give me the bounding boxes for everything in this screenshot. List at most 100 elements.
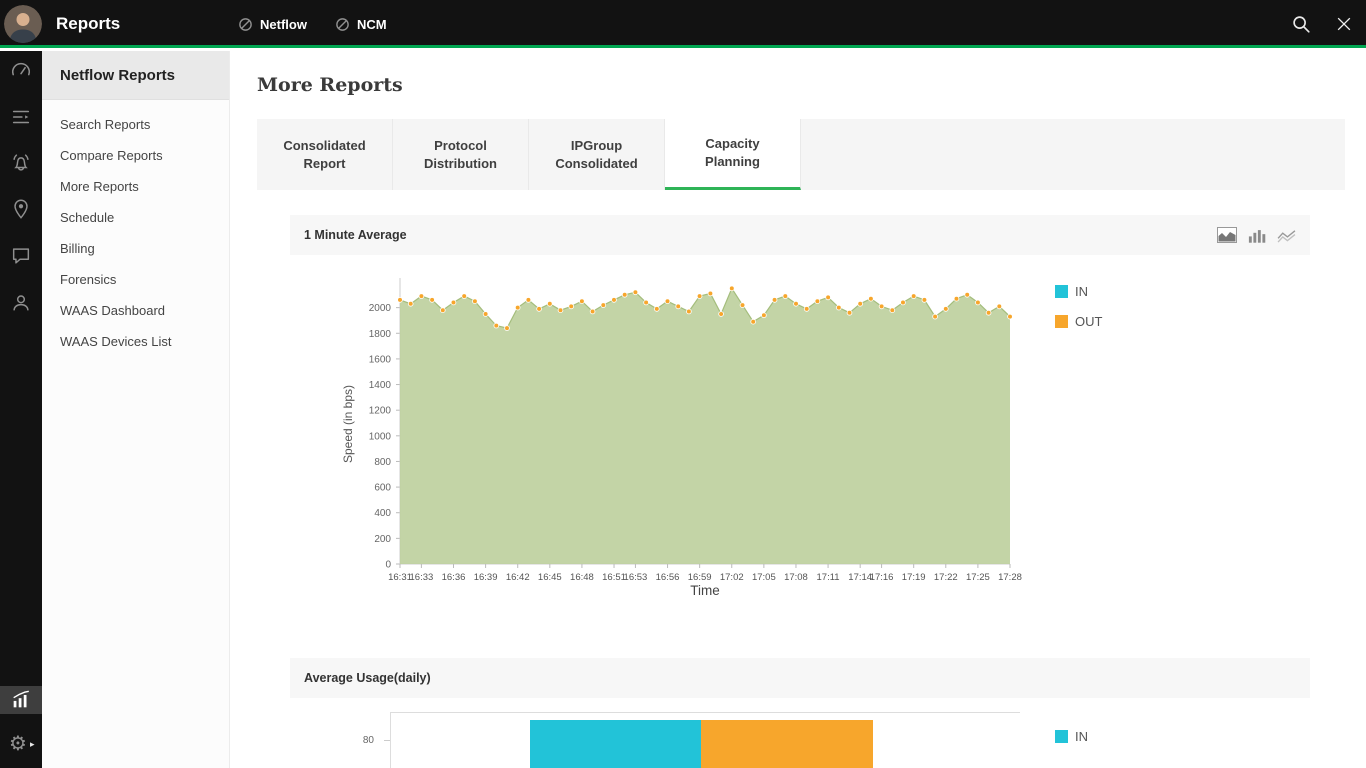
svg-text:800: 800 <box>374 457 391 468</box>
tab-ipgroup-consolidated[interactable]: IPGroup Consolidated <box>529 119 665 190</box>
chat-icon[interactable] <box>10 245 32 267</box>
bar-segment-out <box>701 720 873 768</box>
user-avatar[interactable] <box>4 5 42 43</box>
sidebar-item-more-reports[interactable]: More Reports <box>60 179 139 194</box>
svg-text:16:42: 16:42 <box>506 572 530 583</box>
topbar-actions <box>1290 0 1354 48</box>
svg-text:17:25: 17:25 <box>966 572 990 583</box>
icon-rail: ⚙ ▸ <box>0 51 42 768</box>
topbar-tab-ncm-label: NCM <box>356 16 387 32</box>
sidebar: Netflow Reports Search Reports Compare R… <box>42 51 230 768</box>
bar-chart-axis-line <box>390 712 1020 713</box>
settings-gear-icon[interactable]: ⚙ <box>9 731 27 755</box>
legend-label-in: IN <box>1075 284 1088 299</box>
tab-capacity-planning[interactable]: Capacity Planning <box>665 119 801 190</box>
x-axis-label: Time <box>690 583 720 598</box>
bar-chart-ytick-80: 80 <box>362 735 374 746</box>
bar-chart-y-axis-line <box>390 712 391 768</box>
legend-swatch-in <box>1055 285 1068 298</box>
svg-text:16:53: 16:53 <box>624 572 648 583</box>
sidebar-item-waas-devices-list[interactable]: WAAS Devices List <box>60 334 172 349</box>
analytics-chart-icon[interactable] <box>0 686 42 714</box>
minute-average-area-chart: Speed (in bps) Time 0 200 400 600 800 1000 120… <box>341 278 1022 598</box>
chart-title: 1 Minute Average <box>304 228 407 242</box>
sidebar-item-compare-reports[interactable]: Compare Reports <box>60 148 163 163</box>
chart-title-average-usage: Average Usage(daily) <box>304 671 431 685</box>
svg-text:16:48: 16:48 <box>570 572 594 583</box>
svg-text:0: 0 <box>385 560 391 571</box>
svg-text:1600: 1600 <box>369 354 392 365</box>
area-chart-icon[interactable] <box>1217 227 1237 243</box>
svg-text:400: 400 <box>374 508 391 519</box>
svg-text:17:16: 17:16 <box>870 572 894 583</box>
panel-header-minute-average: 1 Minute Average <box>290 215 1310 255</box>
legend-swatch-in-bottom <box>1055 730 1068 743</box>
svg-text:17:22: 17:22 <box>934 572 958 583</box>
report-tabs: Consolidated Report Protocol Distributio… <box>257 119 1345 190</box>
legend-item-in-bottom: IN <box>1055 729 1088 744</box>
svg-text:1200: 1200 <box>369 406 392 417</box>
topbar-tab-netflow-label: Netflow <box>260 16 307 32</box>
svg-text:1800: 1800 <box>369 329 392 340</box>
legend-swatch-out <box>1055 315 1068 328</box>
dashboard-gauge-icon[interactable] <box>10 59 32 81</box>
topbar: Reports Netflow NCM <box>0 0 1366 48</box>
sidebar-item-billing[interactable]: Billing <box>60 241 95 256</box>
svg-text:16:51: 16:51 <box>602 572 626 583</box>
svg-text:16:33: 16:33 <box>410 572 434 583</box>
chart-type-toolbar <box>1217 227 1296 243</box>
svg-text:16:39: 16:39 <box>474 572 498 583</box>
bar-chart-ytick-mark <box>384 740 390 741</box>
sidebar-item-schedule[interactable]: Schedule <box>60 210 115 225</box>
svg-text:17:19: 17:19 <box>902 572 926 583</box>
users-icon[interactable] <box>10 292 32 314</box>
svg-text:16:56: 16:56 <box>656 572 680 583</box>
legend-item-in: IN <box>1055 284 1088 299</box>
maps-pin-icon[interactable] <box>10 198 32 220</box>
sidebar-item-waas-dashboard[interactable]: WAAS Dashboard <box>60 303 166 318</box>
close-icon[interactable] <box>1334 14 1354 34</box>
settings-flyout-arrow-icon: ▸ <box>30 739 35 749</box>
topbar-tab-netflow[interactable]: Netflow <box>238 17 307 32</box>
y-axis-label: Speed (in bps) <box>341 385 355 463</box>
sidebar-item-forensics[interactable]: Forensics <box>60 272 117 287</box>
legend-label-out: OUT <box>1075 314 1103 329</box>
legend-label-in-bottom: IN <box>1075 729 1088 744</box>
topbar-nav: Netflow NCM <box>238 0 387 48</box>
sidebar-title: Netflow Reports <box>42 51 229 100</box>
avatar-photo <box>4 5 42 43</box>
bar-segment-in <box>530 720 701 768</box>
svg-text:2000: 2000 <box>369 303 392 314</box>
svg-text:1000: 1000 <box>369 431 392 442</box>
inventory-list-icon[interactable] <box>10 106 32 128</box>
svg-text:17:08: 17:08 <box>784 572 808 583</box>
panel-header-average-usage: Average Usage(daily) <box>290 658 1310 698</box>
svg-text:1400: 1400 <box>369 380 392 391</box>
svg-text:16:59: 16:59 <box>688 572 712 583</box>
ncm-module-icon <box>335 17 350 32</box>
line-chart-icon[interactable] <box>1277 228 1296 243</box>
sidebar-item-search-reports[interactable]: Search Reports <box>60 117 151 132</box>
alarm-bell-icon[interactable] <box>10 151 32 173</box>
sidebar-list: Search Reports Compare Reports More Repo… <box>42 109 229 357</box>
svg-text:17:02: 17:02 <box>720 572 744 583</box>
svg-text:16:45: 16:45 <box>538 572 562 583</box>
svg-text:17:28: 17:28 <box>998 572 1022 583</box>
tab-protocol-distribution[interactable]: Protocol Distribution <box>393 119 529 190</box>
svg-text:17:05: 17:05 <box>752 572 776 583</box>
search-icon[interactable] <box>1290 13 1312 35</box>
svg-text:600: 600 <box>374 483 391 494</box>
svg-text:16:36: 16:36 <box>442 572 466 583</box>
svg-text:200: 200 <box>374 534 391 545</box>
svg-text:17:14: 17:14 <box>848 572 872 583</box>
svg-text:16:31: 16:31 <box>388 572 412 583</box>
topbar-tab-ncm[interactable]: NCM <box>335 17 387 32</box>
page-title: More Reports <box>257 74 403 96</box>
tab-consolidated-report[interactable]: Consolidated Report <box>257 119 393 190</box>
legend-item-out: OUT <box>1055 314 1102 329</box>
app-title: Reports <box>56 14 121 33</box>
bar-chart-icon[interactable] <box>1248 228 1266 243</box>
svg-text:17:11: 17:11 <box>817 572 840 583</box>
netflow-module-icon <box>238 17 253 32</box>
